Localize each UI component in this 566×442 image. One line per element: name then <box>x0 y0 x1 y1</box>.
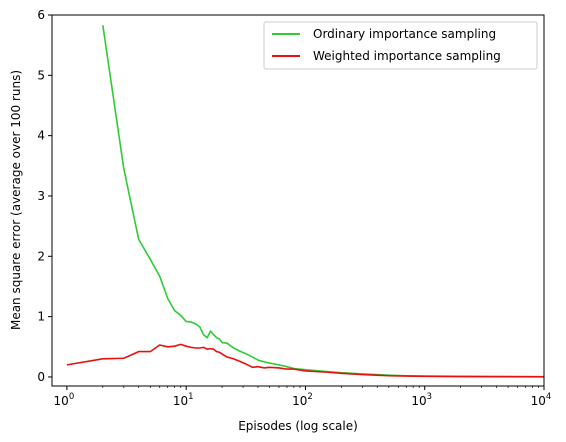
legend-box <box>263 21 538 70</box>
y-tick-label: 3 <box>37 189 45 203</box>
y-tick-label: 0 <box>37 370 45 384</box>
y-tick-label: 6 <box>37 8 45 22</box>
y-tick-label: 5 <box>37 68 45 82</box>
x-tick-label: 101 <box>173 392 194 408</box>
x-tick-label: 102 <box>292 392 313 408</box>
y-tick-label: 1 <box>37 310 45 324</box>
x-axis-ticks: 100 101 102 103 104 <box>54 386 552 408</box>
series-line-1 <box>66 343 545 378</box>
x-axis-label: Episodes (log scale) <box>238 419 358 433</box>
series-layer <box>66 25 545 378</box>
x-tick-label: 103 <box>411 392 432 408</box>
x-tick-label: 100 <box>54 392 75 408</box>
y-tick-label: 2 <box>37 249 45 263</box>
plot-frame <box>51 14 545 387</box>
plot-area <box>52 15 544 386</box>
y-axis-label: Mean square error (average over 100 runs… <box>9 70 23 330</box>
legend: Ordinary importance sampling Weighted im… <box>263 21 538 70</box>
y-tick-label: 4 <box>37 129 45 143</box>
legend-label-ordinary: Ordinary importance sampling <box>313 27 496 41</box>
x-tick-label: 104 <box>531 392 552 408</box>
legend-label-weighted: Weighted importance sampling <box>313 49 501 63</box>
y-axis-ticks: 0 1 2 3 4 5 6 <box>37 8 52 384</box>
